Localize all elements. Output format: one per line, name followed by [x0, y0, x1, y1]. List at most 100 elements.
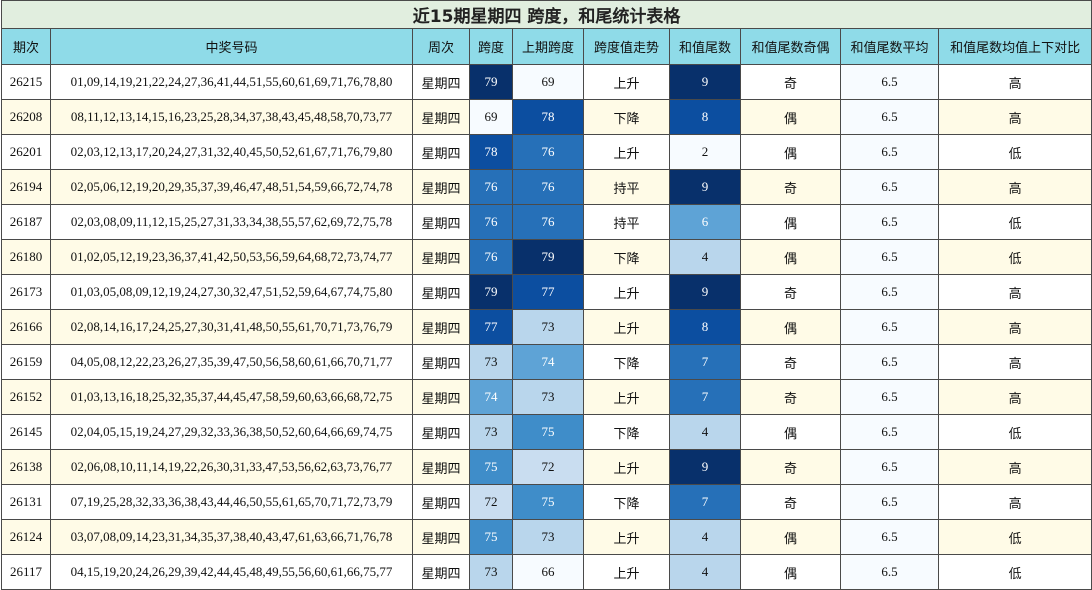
weekday-cell: 星期四: [412, 449, 470, 485]
compare-cell: 低: [937, 204, 1092, 240]
avg-cell: 6.5: [840, 344, 939, 380]
tail-cell: 9: [669, 274, 741, 310]
compare-cell: 高: [937, 64, 1092, 100]
numbers-cell: 03,07,08,09,14,23,31,34,35,37,38,40,43,4…: [50, 519, 413, 555]
weekday-cell: 星期四: [412, 309, 470, 345]
prev-span-cell: 73: [512, 379, 584, 415]
tail-cell: 7: [669, 344, 741, 380]
parity-cell: 奇: [740, 169, 841, 205]
tail-cell: 4: [669, 554, 741, 590]
trend-cell: 下降: [583, 99, 670, 135]
prev-span-cell: 76: [512, 134, 584, 170]
numbers-cell: 02,04,05,15,19,24,27,29,32,33,36,38,50,5…: [50, 414, 413, 450]
issue-cell: 26145: [1, 414, 51, 450]
parity-cell: 奇: [740, 484, 841, 520]
weekday-cell: 星期四: [412, 64, 470, 100]
trend-cell: 下降: [583, 414, 670, 450]
issue-cell: 26187: [1, 204, 51, 240]
avg-cell: 6.5: [840, 204, 939, 240]
numbers-cell: 02,03,12,13,17,20,24,27,31,32,40,45,50,5…: [50, 134, 413, 170]
numbers-cell: 01,03,13,16,18,25,32,35,37,44,45,47,58,5…: [50, 379, 413, 415]
span-cell: 75: [469, 449, 513, 485]
issue-cell: 26159: [1, 344, 51, 380]
avg-cell: 6.5: [840, 554, 939, 590]
tail-cell: 2: [669, 134, 741, 170]
parity-cell: 偶: [740, 134, 841, 170]
parity-cell: 偶: [740, 519, 841, 555]
weekday-cell: 星期四: [412, 134, 470, 170]
issue-cell: 26152: [1, 379, 51, 415]
numbers-cell: 01,02,05,12,19,23,36,37,41,42,50,53,56,5…: [50, 239, 413, 275]
prev-span-cell: 69: [512, 64, 584, 100]
avg-cell: 6.5: [840, 379, 939, 415]
span-cell: 79: [469, 274, 513, 310]
compare-cell: 高: [937, 344, 1092, 380]
numbers-cell: 02,05,06,12,19,20,29,35,37,39,46,47,48,5…: [50, 169, 413, 205]
parity-cell: 奇: [740, 274, 841, 310]
compare-cell: 高: [937, 379, 1092, 415]
numbers-cell: 04,05,08,12,22,23,26,27,35,39,47,50,56,5…: [50, 344, 413, 380]
issue-cell: 26131: [1, 484, 51, 520]
trend-cell: 上升: [583, 309, 670, 345]
avg-cell: 6.5: [840, 99, 939, 135]
tail-cell: 9: [669, 449, 741, 485]
weekday-cell: 星期四: [412, 484, 470, 520]
avg-cell: 6.5: [840, 274, 939, 310]
prev-span-cell: 77: [512, 274, 584, 310]
table-row: 26152 01,03,13,16,18,25,32,35,37,44,45,47…: [1, 379, 1092, 415]
span-cell: 73: [469, 344, 513, 380]
issue-cell: 26201: [1, 134, 51, 170]
compare-cell: 高: [937, 449, 1092, 485]
issue-cell: 26173: [1, 274, 51, 310]
header-parity: 和值尾数奇偶: [740, 28, 841, 65]
prev-span-cell: 75: [512, 414, 584, 450]
numbers-cell: 02,08,14,16,17,24,25,27,30,31,41,48,50,5…: [50, 309, 413, 345]
table-title: 近15期星期四 跨度，和尾统计表格: [0, 0, 1092, 29]
header-row: 期次 中奖号码 周次 跨度 上期跨度 跨度值走势 和值尾数 和值尾数奇偶 和值尾…: [1, 28, 1092, 65]
header-numbers: 中奖号码: [50, 28, 413, 65]
issue-cell: 26124: [1, 519, 51, 555]
parity-cell: 偶: [740, 309, 841, 345]
compare-cell: 高: [937, 484, 1092, 520]
avg-cell: 6.5: [840, 519, 939, 555]
numbers-cell: 02,03,08,09,11,12,15,25,27,31,33,34,38,5…: [50, 204, 413, 240]
numbers-cell: 07,19,25,28,32,33,36,38,43,44,46,50,55,6…: [50, 484, 413, 520]
table-row: 26159 04,05,08,12,22,23,26,27,35,39,47,50…: [1, 344, 1092, 380]
header-prev-span: 上期跨度: [512, 28, 584, 65]
table-row: 26173 01,03,05,08,09,12,19,24,27,30,32,47…: [1, 274, 1092, 310]
tail-cell: 6: [669, 204, 741, 240]
issue-cell: 26180: [1, 239, 51, 275]
table-row: 26187 02,03,08,09,11,12,15,25,27,31,33,34…: [1, 204, 1092, 240]
trend-cell: 上升: [583, 554, 670, 590]
weekday-cell: 星期四: [412, 519, 470, 555]
trend-cell: 上升: [583, 379, 670, 415]
issue-cell: 26194: [1, 169, 51, 205]
weekday-cell: 星期四: [412, 414, 470, 450]
weekday-cell: 星期四: [412, 169, 470, 205]
weekday-cell: 星期四: [412, 274, 470, 310]
tail-cell: 8: [669, 309, 741, 345]
span-cell: 78: [469, 134, 513, 170]
parity-cell: 奇: [740, 344, 841, 380]
issue-cell: 26166: [1, 309, 51, 345]
trend-cell: 下降: [583, 344, 670, 380]
header-avg: 和值尾数平均: [840, 28, 939, 65]
span-cell: 79: [469, 64, 513, 100]
tail-cell: 8: [669, 99, 741, 135]
header-span: 跨度: [469, 28, 513, 65]
span-cell: 77: [469, 309, 513, 345]
numbers-cell: 01,03,05,08,09,12,19,24,27,30,32,47,51,5…: [50, 274, 413, 310]
prev-span-cell: 76: [512, 169, 584, 205]
span-cell: 76: [469, 239, 513, 275]
parity-cell: 奇: [740, 379, 841, 415]
compare-cell: 高: [937, 99, 1092, 135]
weekday-cell: 星期四: [412, 204, 470, 240]
span-cell: 74: [469, 379, 513, 415]
prev-span-cell: 75: [512, 484, 584, 520]
prev-span-cell: 78: [512, 99, 584, 135]
issue-cell: 26215: [1, 64, 51, 100]
compare-cell: 低: [937, 519, 1092, 555]
prev-span-cell: 73: [512, 309, 584, 345]
trend-cell: 上升: [583, 64, 670, 100]
